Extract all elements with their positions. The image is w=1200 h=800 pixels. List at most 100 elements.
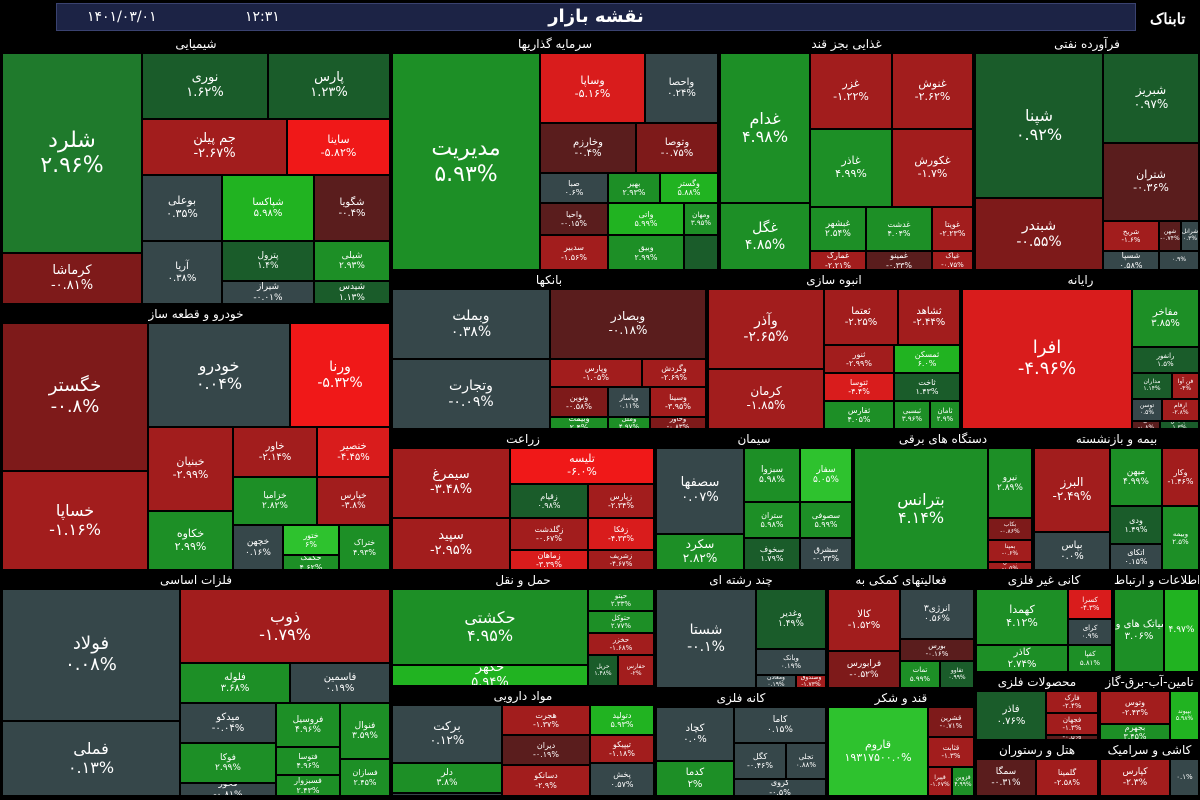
sector-title[interactable]: دستگاه های برقی — [854, 431, 1032, 448]
sector-title[interactable]: کانه فلزی — [656, 690, 826, 707]
stock-tile[interactable]: وصندوق -۱.۷۳% — [796, 675, 826, 688]
stock-tile[interactable]: غزر -۱.۲۲% — [810, 53, 892, 129]
stock-tile[interactable]: فن آوا -۴% — [1172, 373, 1199, 399]
stock-tile[interactable]: غاذر ۴.۹۹% — [810, 129, 892, 207]
stock-tile[interactable]: سبزوا ۵.۹۸% — [744, 448, 800, 502]
stock-tile[interactable]: دیران -۰.۱۹% — [502, 735, 590, 765]
stock-tile[interactable]: جم پیلن -۲.۶۷% — [142, 119, 287, 175]
stock-tile[interactable]: خچهن ۰.۱۶% — [233, 525, 283, 570]
stock-tile[interactable]: شسپا ۰.۵۸% — [1103, 251, 1159, 270]
stock-tile[interactable]: ثبسبی ۳.۹۶% — [894, 401, 930, 429]
stock-tile[interactable]: واتی ۵.۹۹% — [608, 203, 684, 235]
stock-tile[interactable]: فنوال ۳.۵۹% — [340, 703, 390, 759]
stock-tile[interactable]: خکمک ۴.۶۲% — [283, 555, 339, 570]
stock-tile[interactable]: وآذر -۲.۶۵% — [708, 289, 824, 369]
stock-tile[interactable]: بپیوند ۵.۹۸% — [1170, 691, 1199, 740]
stock-tile[interactable]: شبریز ۰.۹۷% — [1103, 53, 1199, 143]
stock-tile[interactable]: زشریف -۴.۶۷% — [588, 550, 654, 570]
sector-title[interactable]: چند رشته ای — [656, 572, 826, 589]
stock-tile[interactable]: حتوکل ۲.۷۷% — [588, 611, 654, 633]
stock-tile[interactable]: شتران -۰.۳۶% — [1103, 143, 1199, 221]
stock-tile[interactable]: کهمدا ۴.۱۲% — [976, 589, 1068, 645]
stock-tile[interactable]: فسازان ۲.۴۵% — [340, 759, 390, 796]
stock-tile[interactable]: صبا ۰.۶% — [540, 173, 608, 203]
stock-tile[interactable]: فملی ۰.۱۳% — [2, 721, 180, 796]
stock-tile[interactable]: خگستر -۰.۸% — [2, 323, 148, 471]
stock-tile[interactable]: البرز -۲.۴۹% — [1034, 448, 1110, 532]
sector-title[interactable]: فعالیتهای کمکی به — [828, 572, 974, 589]
stock-tile[interactable]: ومعادن ۰.۱۹% — [756, 675, 796, 688]
stock-tile[interactable]: اتکای ۰.۱۵% — [1110, 544, 1162, 570]
sector-title[interactable]: سرمایه گذاریها — [392, 36, 718, 53]
stock-tile[interactable]: زماهان -۳.۳۹% — [510, 550, 588, 570]
stock-tile[interactable]: وگردش -۲.۶۹% — [642, 359, 706, 387]
stock-tile[interactable]: خاور -۲.۱۴% — [233, 427, 317, 477]
stock-tile[interactable]: ۰.۹% — [1159, 251, 1199, 270]
sector-title[interactable]: شیمیایی — [2, 36, 390, 53]
stock-tile[interactable]: کگل -۰.۴۶% — [734, 743, 786, 779]
stock-tile[interactable]: کاذر ۲.۷۴% — [976, 645, 1068, 672]
stock-tile[interactable]: میهن ۴.۹۹% — [1110, 448, 1162, 506]
stock-tile[interactable]: حفارس -۲% — [618, 655, 654, 686]
stock-tile[interactable]: ثعتما -۲.۲۵% — [824, 289, 898, 345]
stock-tile[interactable]: سدبیر -۱.۵۶% — [540, 235, 608, 270]
stock-tile[interactable]: ثنور -۲.۹۹% — [824, 345, 894, 373]
stock-tile[interactable]: فجهان -۱.۳% — [1046, 713, 1098, 735]
stock-tile[interactable]: ورنا -۵.۳۲% — [290, 323, 390, 427]
stock-tile[interactable]: کروی -۰.۵% — [734, 779, 826, 796]
stock-tile[interactable]: دلر ۳.۸% — [392, 763, 502, 793]
stock-tile[interactable]: -۰.۵% — [1046, 735, 1098, 740]
stock-tile[interactable]: خزامیا ۲.۸۲% — [233, 477, 317, 525]
stock-tile[interactable]: غگل ۴.۸۵% — [720, 203, 810, 270]
stock-tile[interactable]: ارفام -۲.۸% — [1162, 399, 1199, 421]
sector-title[interactable]: بانکها — [392, 272, 706, 289]
stock-tile[interactable]: غبشهر ۲.۵۴% — [810, 207, 866, 251]
stock-tile[interactable]: مدیریت ۵.۹۳% — [392, 53, 540, 270]
sector-title[interactable]: سیمان — [656, 431, 852, 448]
stock-tile[interactable]: پخش ۰.۵۷% — [590, 763, 654, 796]
stock-tile[interactable]: سمگا -۰.۳۱% — [976, 759, 1036, 796]
sector-title[interactable]: محصولات فلزی — [976, 674, 1098, 691]
stock-tile[interactable]: نیرو ۲.۸۹% — [988, 448, 1032, 518]
sector-title[interactable]: فرآورده نفتی — [975, 36, 1199, 53]
stock-tile[interactable]: خبنیان -۲.۹۹% — [148, 427, 233, 511]
stock-tile[interactable]: وبیق ۲.۹۹% — [608, 235, 684, 270]
stock-tile[interactable]: وبیمت ۲.۴% — [550, 417, 608, 429]
stock-tile[interactable]: میدکو -۰.۰۴% — [180, 703, 276, 743]
stock-tile[interactable]: حریل ۱.۴۸% — [588, 655, 618, 686]
sector-title[interactable]: حمل و نقل — [392, 572, 654, 589]
stock-tile[interactable]: وملل ۴.۹۷% — [608, 417, 650, 429]
stock-tile[interactable]: افرا -۴.۹۶% — [962, 289, 1132, 429]
stock-tile[interactable]: شریخ -۱.۶% — [1103, 221, 1159, 251]
sector-title[interactable]: قند و شکر — [828, 690, 974, 707]
stock-tile[interactable]: بالاس-۰.۵% — [988, 562, 1032, 570]
stock-tile[interactable]: شپنا ۰.۹۲% — [975, 53, 1103, 198]
stock-tile[interactable]: کدما ۲% — [656, 761, 734, 796]
stock-tile[interactable]: غدشت ۴.۰۴% — [866, 207, 932, 251]
stock-tile[interactable]: وکار -۱.۴۶% — [1162, 448, 1199, 506]
stock-tile[interactable]: زپارس -۲.۳۴% — [588, 484, 654, 518]
stock-tile[interactable]: خپارس -۳.۸% — [317, 477, 390, 525]
stock-tile[interactable]: درهاور۰.۵۶% — [392, 793, 502, 796]
stock-tile[interactable]: وساپا -۵.۱۶% — [540, 53, 645, 123]
stock-tile[interactable]: غنوش -۲.۶۲% — [892, 53, 973, 129]
stock-tile[interactable]: وپارس -۱.۰۵% — [550, 359, 642, 387]
stock-tile[interactable]: فوکا ۲.۹۹% — [180, 743, 276, 783]
stock-tile[interactable]: ۴.۹۷% — [1164, 589, 1199, 672]
stock-tile[interactable]: ساینا -۵.۸۲% — [287, 119, 390, 175]
stock-tile[interactable]: فاذر ۰.۷۶% — [976, 691, 1046, 740]
stock-tile[interactable]: وسینا -۳.۹۵% — [650, 387, 706, 417]
stock-tile[interactable]: فروسیل ۴.۹۶% — [276, 703, 340, 747]
stock-tile[interactable]: فرابورس -۰.۵۲% — [828, 651, 900, 688]
stock-tile[interactable]: ختور ۶% — [283, 525, 339, 555]
stock-tile[interactable]: کاما ۰.۱۵% — [734, 707, 826, 743]
stock-tile[interactable]: سصفها ۰.۰۷% — [656, 448, 744, 534]
stock-tile[interactable]: مفاخر ۳.۸۵% — [1132, 289, 1199, 347]
stock-tile[interactable]: برکت ۰.۱۲% — [392, 705, 502, 763]
stock-tile[interactable]: شستا -۰.۱% — [656, 589, 756, 688]
stock-tile[interactable]: توسن ۰.۵% — [1132, 399, 1162, 421]
stock-tile[interactable]: سپید -۲.۹۵% — [392, 518, 510, 570]
stock-tile[interactable]: فتوسا ۴.۹۶% — [276, 747, 340, 775]
sector-title[interactable]: خودرو و قطعه ساز — [2, 306, 390, 323]
stock-tile[interactable]: وتجارت -۰.۰۹% — [392, 359, 550, 429]
